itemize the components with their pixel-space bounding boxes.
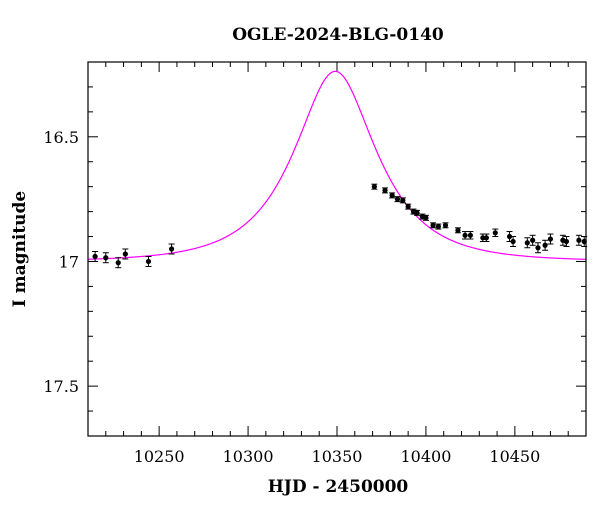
point-marker	[168, 246, 175, 252]
point-marker	[92, 253, 98, 260]
model-curve	[87, 70, 587, 260]
data-point	[371, 183, 378, 190]
axis-ticks	[87, 62, 587, 437]
data-point	[430, 222, 437, 229]
point-marker	[467, 232, 473, 238]
x-axis-label: HJD - 2450000	[268, 477, 409, 497]
point-marker	[400, 197, 406, 203]
y-tick-label: 17.5	[43, 377, 79, 396]
data-point	[467, 231, 474, 240]
point-marker	[480, 235, 486, 241]
data-point	[529, 234, 536, 246]
x-tick-label: 10450	[489, 447, 540, 466]
y-axis-label: I magnitude	[10, 191, 30, 308]
point-marker	[382, 187, 388, 194]
data-point	[510, 236, 517, 248]
data-point	[382, 187, 389, 194]
x-tick-label: 10400	[400, 447, 451, 466]
point-marker	[405, 204, 411, 210]
point-marker	[576, 237, 582, 243]
point-marker	[547, 236, 554, 242]
point-marker	[435, 223, 441, 230]
plot-frame	[87, 61, 587, 437]
data-points	[92, 183, 588, 269]
data-point	[524, 237, 531, 249]
point-marker	[442, 222, 449, 228]
point-marker	[423, 215, 429, 221]
point-marker	[510, 238, 516, 245]
data-point	[542, 239, 549, 251]
data-point	[534, 242, 541, 254]
point-marker	[430, 222, 436, 228]
data-point	[547, 233, 554, 245]
point-marker	[115, 260, 121, 266]
data-point	[483, 233, 490, 243]
point-marker	[145, 258, 152, 265]
data-point	[422, 214, 429, 221]
point-marker	[371, 184, 377, 190]
data-point	[414, 209, 421, 216]
point-marker	[492, 230, 498, 236]
data-point	[442, 222, 449, 229]
data-point	[492, 228, 499, 238]
data-point	[102, 252, 109, 264]
point-marker	[483, 235, 489, 241]
point-marker	[103, 255, 109, 261]
data-point	[462, 231, 469, 240]
data-point	[168, 243, 175, 255]
data-point	[92, 250, 99, 262]
point-marker	[506, 233, 513, 240]
point-marker	[535, 245, 541, 251]
point-marker	[122, 251, 128, 257]
point-marker	[524, 240, 530, 246]
data-point	[145, 255, 152, 267]
data-point	[394, 196, 401, 203]
point-marker	[542, 242, 548, 248]
x-tick-label: 10350	[312, 447, 363, 466]
data-point	[389, 192, 396, 199]
data-point	[405, 203, 412, 210]
data-point	[115, 257, 122, 269]
data-point	[506, 231, 513, 243]
point-marker	[530, 237, 536, 243]
data-point	[563, 236, 570, 248]
tick-labels: 10250 10300 10350 10400 10450 16.5 17 17.5	[43, 128, 540, 466]
chart-title: OGLE-2024-BLG-0140	[232, 25, 444, 45]
point-marker	[414, 210, 420, 216]
y-tick-label: 16.5	[43, 128, 79, 147]
point-marker	[389, 192, 395, 198]
data-point	[454, 227, 461, 234]
point-marker	[394, 196, 401, 202]
data-point	[575, 234, 582, 246]
x-tick-label: 10250	[134, 447, 185, 466]
data-point	[435, 223, 442, 230]
point-marker	[563, 238, 570, 245]
data-point	[122, 248, 129, 260]
x-tick-label: 10300	[223, 447, 274, 466]
point-marker	[462, 232, 468, 238]
y-tick-label: 17	[59, 252, 79, 271]
point-marker	[455, 227, 461, 233]
data-point	[399, 197, 406, 204]
